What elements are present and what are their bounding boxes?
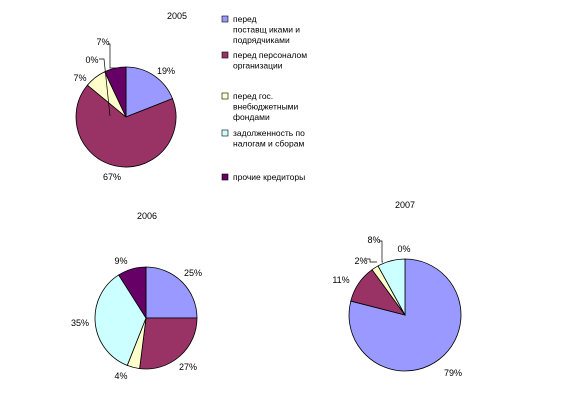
legend-label: подрядчиками: [233, 35, 290, 45]
data-label: 0%: [397, 244, 410, 254]
data-label: 7%: [73, 73, 86, 83]
data-label: 79%: [444, 368, 462, 378]
leader-line: [379, 240, 383, 263]
legend-label: перед: [233, 14, 257, 24]
legend-swatch: [221, 92, 229, 100]
pie-slice: [118, 266, 147, 320]
data-label: 9%: [114, 256, 127, 266]
data-label: 7%: [96, 37, 109, 47]
pie-charts: 2005 19% 67% 7% 0% 7% 2006 25% 27% 4% 35% 9% 2007 79%…: [71, 11, 462, 381]
pie-chart-2005: 2005 19% 67% 7% 0% 7%: [73, 11, 187, 182]
data-label: 2%: [354, 256, 367, 266]
legend-item: прочие кредиторы: [221, 172, 305, 182]
pie-chart-2007: 2007 79% 11% 2% 8% 0%: [332, 200, 462, 378]
legend-label: поставщ иками и: [233, 25, 300, 35]
data-label: 8%: [367, 235, 380, 245]
chart-title: 2005: [167, 11, 187, 21]
legend-swatch: [221, 129, 229, 137]
pie-slice: [139, 317, 198, 370]
leader-line: [108, 43, 116, 69]
legend-swatch: [221, 173, 229, 181]
leader-line: [365, 258, 377, 263]
data-label: 0%: [85, 55, 98, 65]
pie-slice: [377, 258, 406, 316]
data-label: 27%: [179, 362, 197, 372]
pie-chart-2006: 2006 25% 27% 4% 35% 9%: [71, 211, 202, 381]
legend-label: перед персоналом: [233, 50, 307, 60]
legend-label: перед гос.: [233, 91, 273, 101]
data-label: 25%: [184, 268, 202, 278]
data-label: 4%: [114, 371, 127, 381]
pie-slice: [145, 266, 198, 319]
chart-title: 2007: [395, 200, 415, 210]
leader-line: [99, 58, 111, 117]
legend-label: прочие кредиторы: [233, 172, 305, 182]
data-label: 67%: [103, 172, 121, 182]
legend-label: налогам и сборам: [233, 139, 304, 149]
legend-label: задолженность по: [233, 128, 305, 138]
legend-label: организации: [233, 61, 283, 71]
pie-slice: [94, 274, 147, 366]
pie-slice: [75, 84, 177, 168]
data-label: 35%: [71, 318, 89, 328]
legend-label: фондами: [233, 112, 270, 122]
legend-swatch: [221, 15, 229, 23]
data-label: 19%: [157, 66, 175, 76]
pie-slice: [125, 66, 174, 118]
legend-swatch: [221, 51, 229, 59]
legend-label: внебюджетными: [233, 102, 299, 112]
chart-title: 2006: [137, 211, 157, 221]
data-label: 11%: [332, 275, 349, 285]
